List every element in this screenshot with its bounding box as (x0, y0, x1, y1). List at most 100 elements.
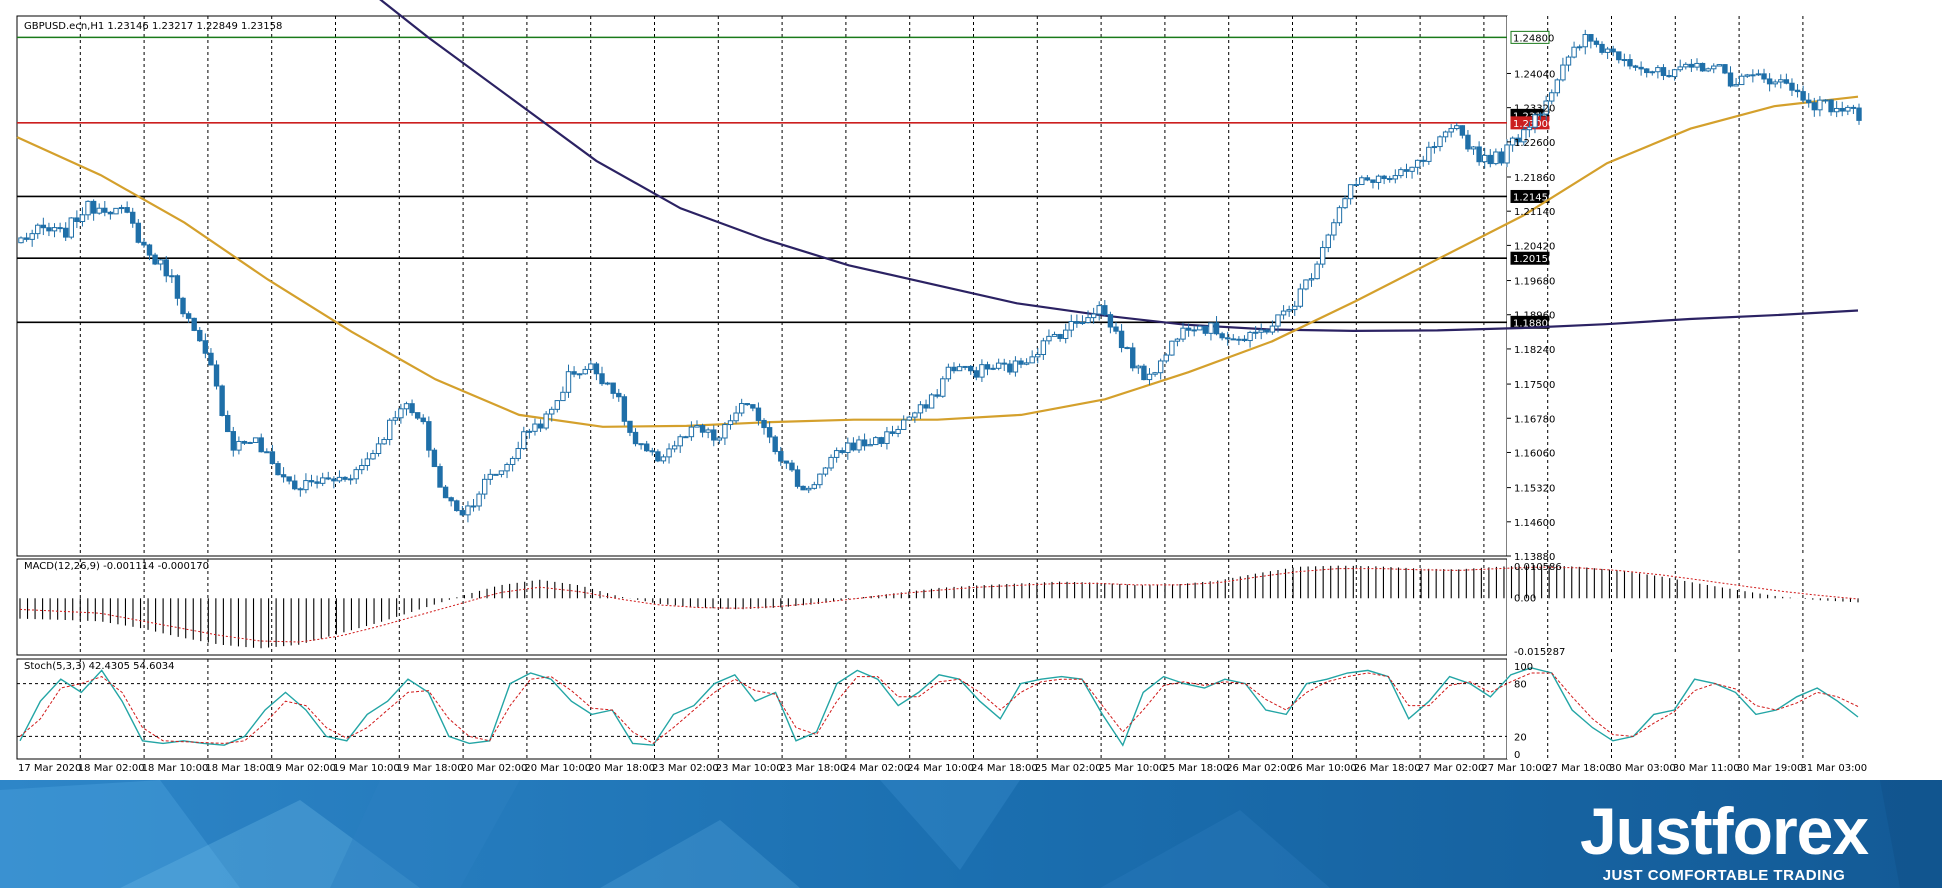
candle (107, 211, 114, 215)
candle (336, 476, 343, 482)
candle (1465, 134, 1471, 150)
candle (62, 227, 69, 238)
candle (1504, 144, 1510, 164)
candle (599, 373, 605, 385)
time-label: 20 Mar 10:00 (524, 763, 591, 774)
candle (1845, 106, 1851, 112)
macd-indicator (19, 565, 1859, 649)
time-label: 27 Mar 18:00 (1545, 763, 1612, 774)
candle (381, 438, 387, 445)
candle (1375, 175, 1382, 183)
candle (68, 217, 74, 238)
candle (1683, 63, 1689, 68)
candle (1599, 43, 1605, 53)
candle (1828, 99, 1834, 113)
candle (102, 207, 108, 213)
candle (1213, 322, 1220, 335)
candle (951, 366, 957, 372)
stoch-axis-label: 20 (1514, 732, 1527, 743)
candle (1113, 326, 1119, 332)
candle (1102, 305, 1108, 316)
candle (1644, 68, 1650, 74)
candle (269, 451, 276, 465)
candle (342, 476, 348, 480)
candle (867, 444, 873, 447)
candle (1549, 92, 1555, 102)
candle (476, 493, 482, 507)
brand-name: Justforex (1579, 794, 1869, 868)
candle (610, 382, 616, 394)
candle (1604, 48, 1611, 53)
candle (1135, 365, 1142, 369)
candle (448, 497, 454, 502)
candle (1292, 305, 1298, 311)
candle (1007, 363, 1013, 373)
candle (1817, 99, 1823, 111)
time-label: 23 Mar 02:00 (652, 763, 719, 774)
candle (593, 363, 600, 375)
candle (1286, 309, 1292, 312)
candle (174, 275, 181, 299)
candle (118, 207, 125, 210)
candle (135, 222, 142, 243)
time-label: 19 Mar 10:00 (333, 763, 400, 774)
candle (549, 408, 555, 415)
candle (1023, 362, 1030, 365)
candle (1593, 40, 1600, 45)
candle (861, 439, 868, 447)
candle (252, 437, 259, 443)
candle (850, 442, 857, 451)
candle (1180, 327, 1186, 340)
candle (621, 396, 628, 422)
candle (817, 473, 823, 486)
brand-tagline: JUST COMFORTABLE TRADING (1602, 867, 1846, 884)
candle (1420, 159, 1426, 162)
candle (845, 442, 851, 454)
axis-labels: 1.24040 1.23320 1.22600 1.21860 1.21140 1.204… (1507, 69, 1565, 761)
candle (370, 452, 376, 460)
candle (582, 368, 588, 375)
candle (454, 500, 460, 512)
candle (1537, 113, 1544, 116)
candle (1280, 310, 1287, 316)
candle (40, 224, 47, 229)
candle (1057, 333, 1063, 339)
candle (638, 443, 644, 446)
candle (1850, 106, 1857, 109)
candle (778, 451, 784, 462)
candle (677, 436, 683, 447)
candle (1124, 347, 1130, 350)
candle (1018, 360, 1024, 365)
candle (1856, 107, 1862, 121)
candle (1727, 72, 1734, 87)
level-tag (1510, 30, 1550, 44)
candle (1364, 177, 1371, 181)
candle (185, 313, 192, 319)
candle (1001, 362, 1007, 365)
candle (1744, 74, 1750, 77)
candle (1308, 278, 1315, 281)
candle (1409, 166, 1415, 172)
price-label: 1.21860 (1514, 173, 1555, 184)
candle (1398, 169, 1404, 177)
time-label: 30 Mar 03:00 (1609, 763, 1676, 774)
time-label: 26 Mar 02:00 (1226, 763, 1293, 774)
candle (303, 480, 309, 491)
candle (51, 227, 58, 232)
candle (213, 364, 220, 387)
candle (1107, 314, 1114, 328)
grid-lines (79, 16, 1804, 759)
price-label: 1.13880 (1514, 552, 1555, 563)
candle (286, 476, 292, 482)
candle (1152, 372, 1158, 375)
candle (1800, 91, 1806, 101)
moving-averages (16, 0, 1859, 428)
candle (420, 417, 426, 423)
horizontal-levels: 1.248001.231581.230001.214501.201501.188… (17, 30, 1554, 329)
candle (85, 200, 91, 216)
candle (1576, 46, 1583, 49)
candle (532, 423, 538, 432)
candle (1202, 325, 1209, 334)
candle (359, 465, 365, 471)
time-label: 23 Mar 10:00 (716, 763, 783, 774)
